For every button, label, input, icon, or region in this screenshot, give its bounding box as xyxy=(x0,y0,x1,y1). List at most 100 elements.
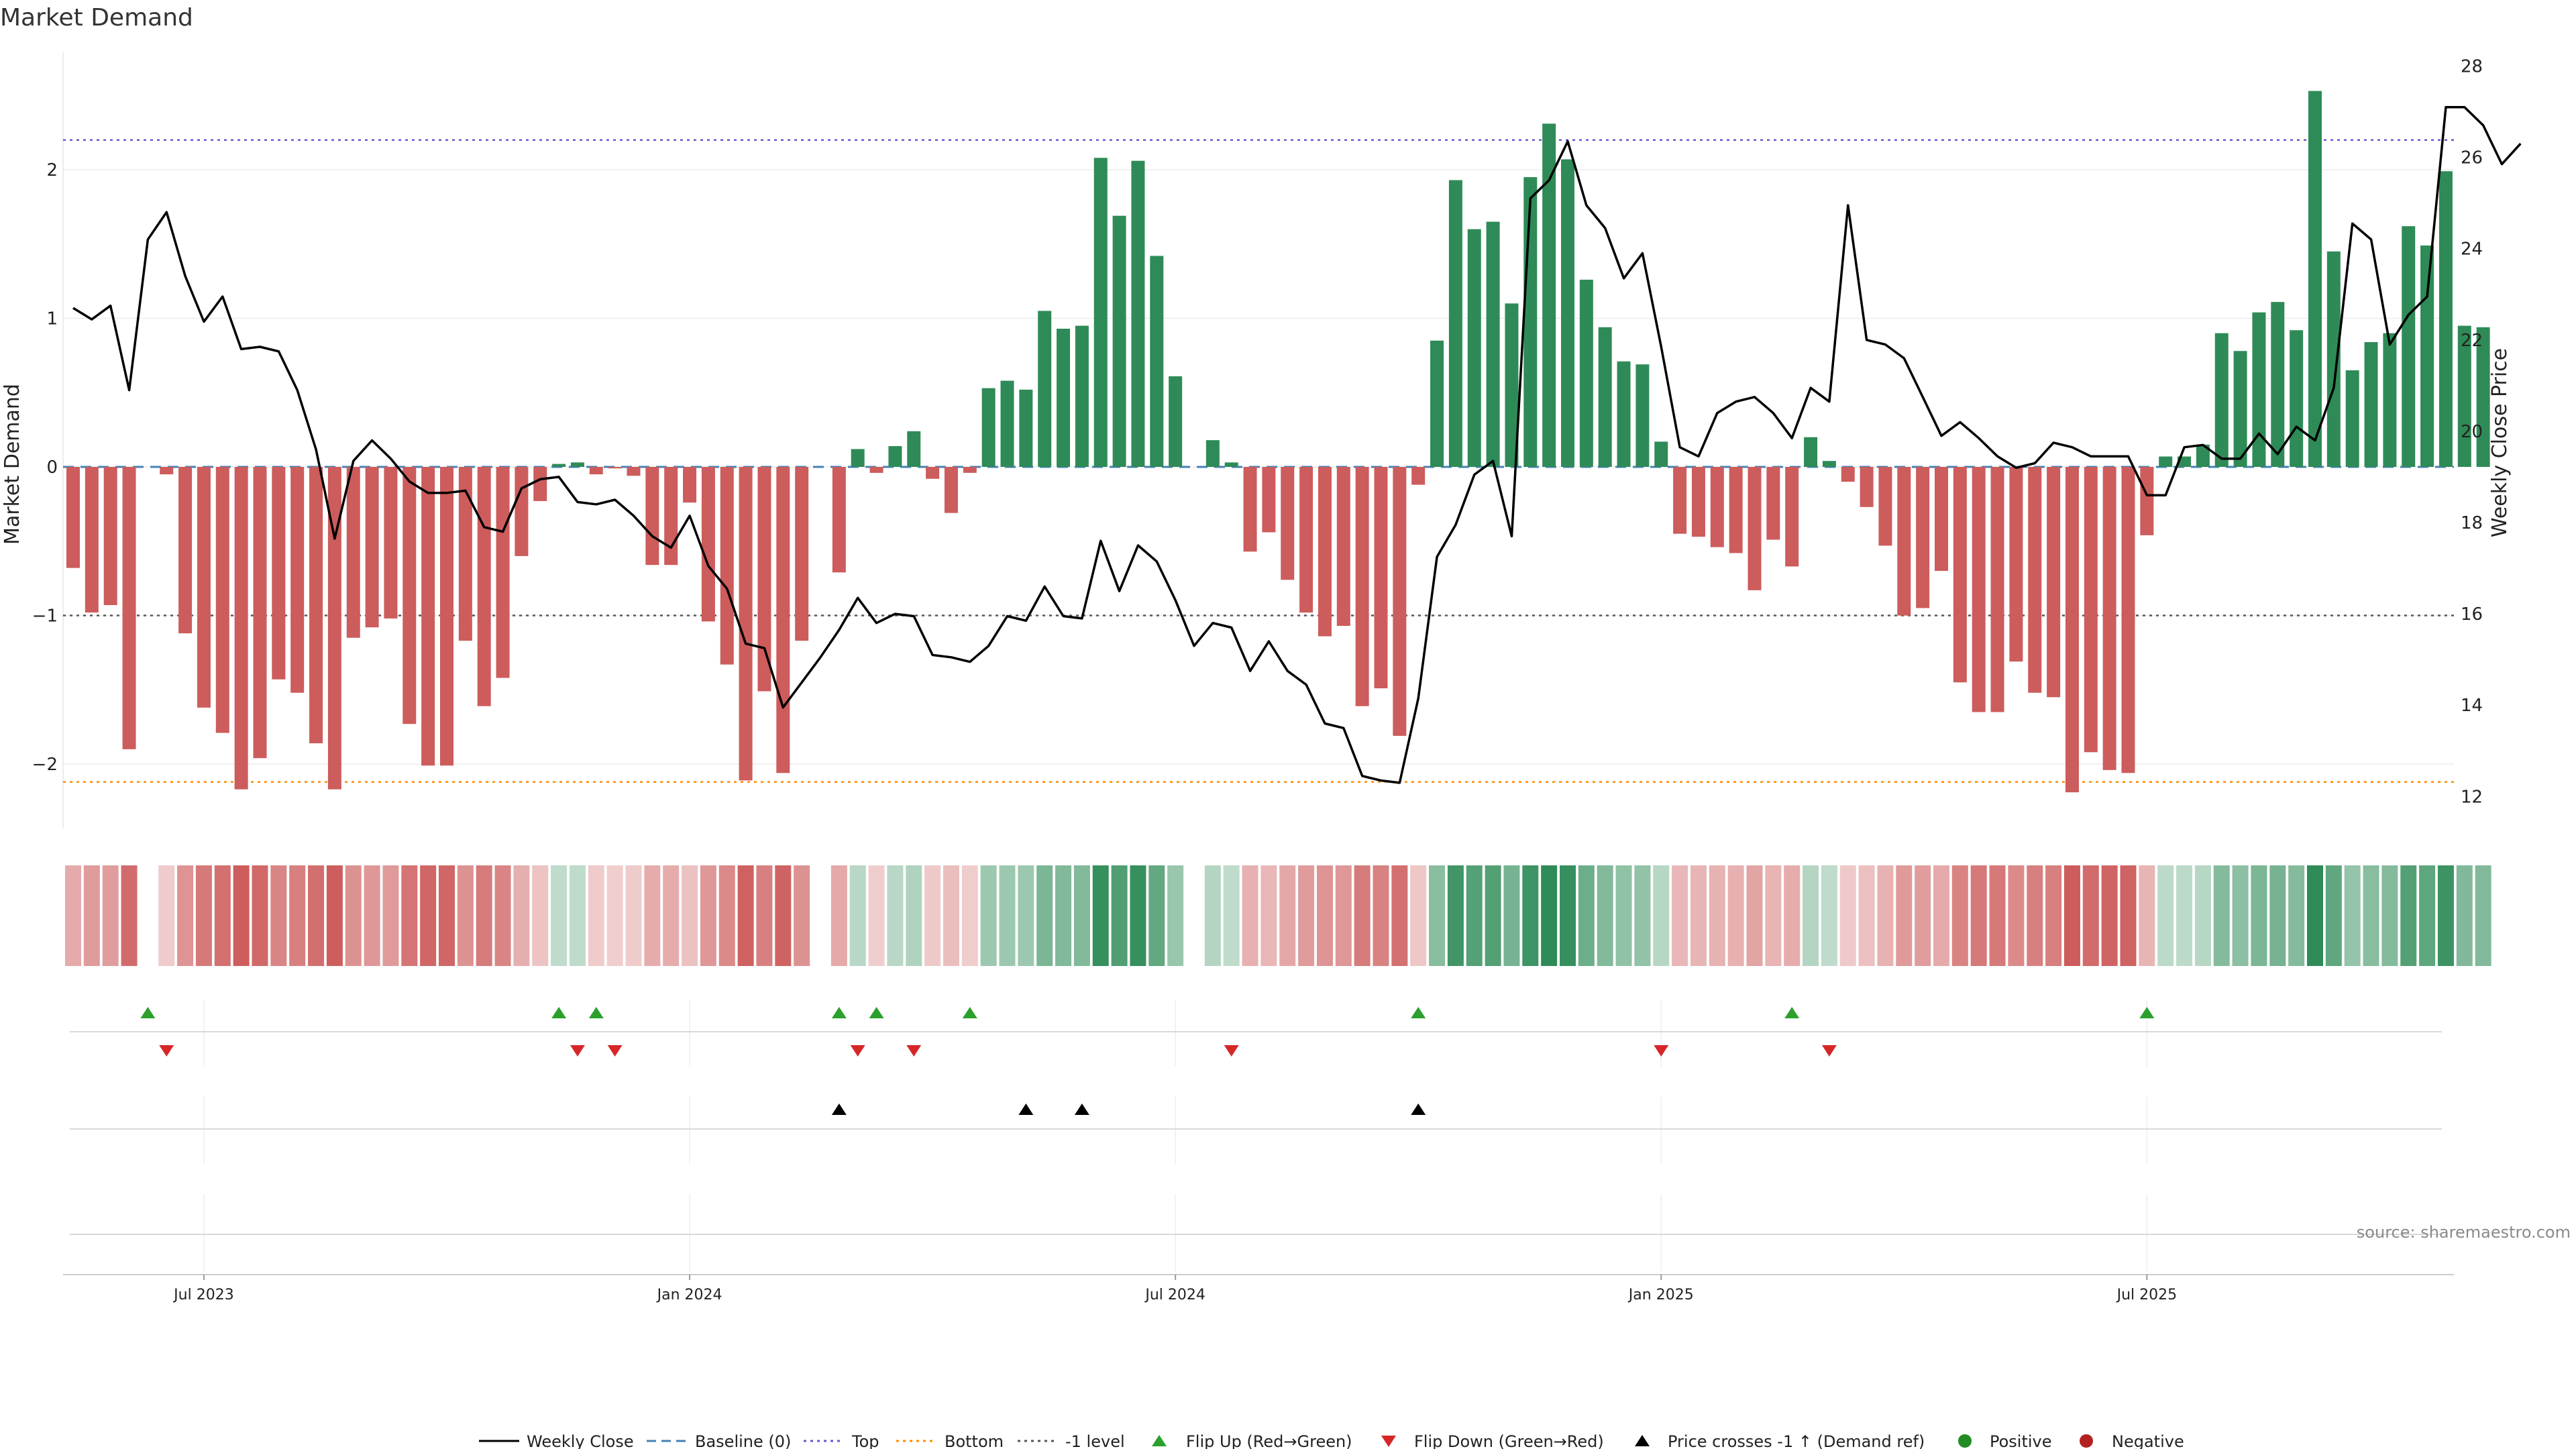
demand-bar-negative xyxy=(215,467,229,733)
demand-bar-negative xyxy=(757,467,771,692)
right-tick-label: 12 xyxy=(2461,787,2483,807)
strip-cell-positive xyxy=(1541,865,1558,966)
strip-cell-negative xyxy=(308,865,325,966)
demand-bar-positive xyxy=(907,431,921,467)
demand-bar-negative xyxy=(2140,467,2154,535)
demand-bar-positive xyxy=(2402,226,2416,467)
demand-bar-negative xyxy=(1374,467,1388,689)
legend-swatch-dot xyxy=(2080,1434,2093,1448)
demand-bar-positive xyxy=(1617,361,1631,467)
strip-cell-negative xyxy=(1709,865,1725,966)
strip-cell-negative xyxy=(121,865,138,966)
strip-cell-negative xyxy=(794,865,810,966)
strip-cell-negative xyxy=(1335,865,1352,966)
demand-bar-positive xyxy=(1224,462,1238,467)
demand-bar-positive xyxy=(1000,380,1014,467)
legend-swatch-dot xyxy=(1958,1434,1972,1448)
strip-cell-negative xyxy=(1784,865,1801,966)
strip-cell-negative xyxy=(756,865,773,966)
strip-cell-negative xyxy=(2120,865,2137,966)
demand-bar-positive xyxy=(1448,180,1462,467)
demand-bar-negative xyxy=(2047,467,2061,698)
demand-bar-negative xyxy=(234,467,248,790)
flip-up-marker xyxy=(831,1007,847,1018)
strip-cell-positive xyxy=(1578,865,1595,966)
demand-bar-negative xyxy=(365,467,379,628)
strip-cell-negative xyxy=(401,865,418,966)
demand-bar-negative xyxy=(944,467,958,513)
strip-cell-negative xyxy=(270,865,287,966)
strip-cell-negative xyxy=(1298,865,1315,966)
strip-cell-positive xyxy=(906,865,922,966)
strip-cell-negative xyxy=(775,865,792,966)
strip-cell-positive xyxy=(1466,865,1483,966)
strip-cell-negative xyxy=(345,865,362,966)
demand-bar-negative xyxy=(776,467,790,773)
strip-cell-positive xyxy=(1130,865,1146,966)
demand-bar-negative xyxy=(272,467,286,680)
price-line-group xyxy=(72,105,2522,784)
flip-down-marker xyxy=(850,1045,865,1057)
demand-bar-positive xyxy=(2271,302,2285,467)
strip-cell-negative xyxy=(868,865,885,966)
strip-cell-negative xyxy=(737,865,754,966)
strip-cell-negative xyxy=(1373,865,1389,966)
demand-bar-positive xyxy=(552,464,566,467)
demand-bar-negative xyxy=(1710,467,1724,547)
demand-bar-positive xyxy=(1486,221,1500,467)
demand-bar-negative xyxy=(683,467,697,503)
strip-cell-positive xyxy=(1653,865,1670,966)
demand-bar-negative xyxy=(1897,467,1911,616)
strip-cell-negative xyxy=(1242,865,1258,966)
demand-bar-positive xyxy=(1150,256,1164,467)
legend-label: Price crosses -1 ↑ (Demand ref) xyxy=(1668,1432,1925,1449)
demand-bar-negative xyxy=(496,467,510,678)
legend-swatch-up xyxy=(1635,1435,1650,1446)
strip-cell-positive xyxy=(1821,865,1837,966)
strip-cell-negative xyxy=(1354,865,1371,966)
demand-bar-negative xyxy=(197,467,211,708)
legend-label: Top xyxy=(851,1432,879,1449)
demand-bar-negative xyxy=(1972,467,1986,712)
axis-ticks: 2 1 0 −1 −2 28 26 24 22 20 18 16 14 12 xyxy=(32,56,2483,807)
demand-bar-positive xyxy=(2420,245,2434,467)
right-tick-label: 14 xyxy=(2461,696,2483,716)
demand-bar-negative xyxy=(402,467,417,724)
strip-cell-positive xyxy=(1615,865,1632,966)
demand-bar-negative xyxy=(178,467,193,634)
flip-down-marker xyxy=(607,1045,623,1057)
demand-bar-positive xyxy=(2308,91,2322,468)
demand-bar-negative xyxy=(795,467,809,641)
strip-cell-negative xyxy=(625,865,642,966)
source-note: source: sharemaestro.com xyxy=(2357,1223,2571,1242)
strip-cell-negative xyxy=(476,865,492,966)
legend-label: Baseline (0) xyxy=(695,1432,791,1449)
demand-bar-negative xyxy=(869,467,883,473)
legend: Weekly Close Baseline (0) Top Bottom -1 leve… xyxy=(479,1432,2184,1449)
flip-up-marker xyxy=(1784,1007,1800,1018)
demand-bar-negative xyxy=(440,467,453,766)
strip-cell-negative xyxy=(513,865,530,966)
demand-bar-positive xyxy=(1169,376,1183,467)
demand-bar-negative xyxy=(327,467,341,790)
demand-bar-negative xyxy=(309,467,323,743)
demand-bar-positive xyxy=(1654,441,1668,467)
strip-cell-negative xyxy=(1765,865,1782,966)
strip-cell-negative xyxy=(1690,865,1707,966)
flip-down-marker xyxy=(906,1045,922,1057)
strip-cell-positive xyxy=(1111,865,1128,966)
strip-cell-negative xyxy=(1279,865,1296,966)
demand-bar-negative xyxy=(1878,467,1892,546)
strip-cell-positive xyxy=(1036,865,1053,966)
strip-cell-positive xyxy=(1485,865,1501,966)
strip-cell-positive xyxy=(551,865,568,966)
strip-cell-positive xyxy=(1634,865,1651,966)
strip-cell-positive xyxy=(999,865,1016,966)
strip-cell-positive xyxy=(2381,865,2398,966)
strip-cell-negative xyxy=(924,865,941,966)
demand-bar-positive xyxy=(2290,330,2304,467)
flip-down-marker xyxy=(1654,1045,1669,1057)
demand-bar-negative xyxy=(122,467,136,749)
legend-label: -1 level xyxy=(1065,1432,1125,1449)
strip-cell-negative xyxy=(2082,865,2099,966)
